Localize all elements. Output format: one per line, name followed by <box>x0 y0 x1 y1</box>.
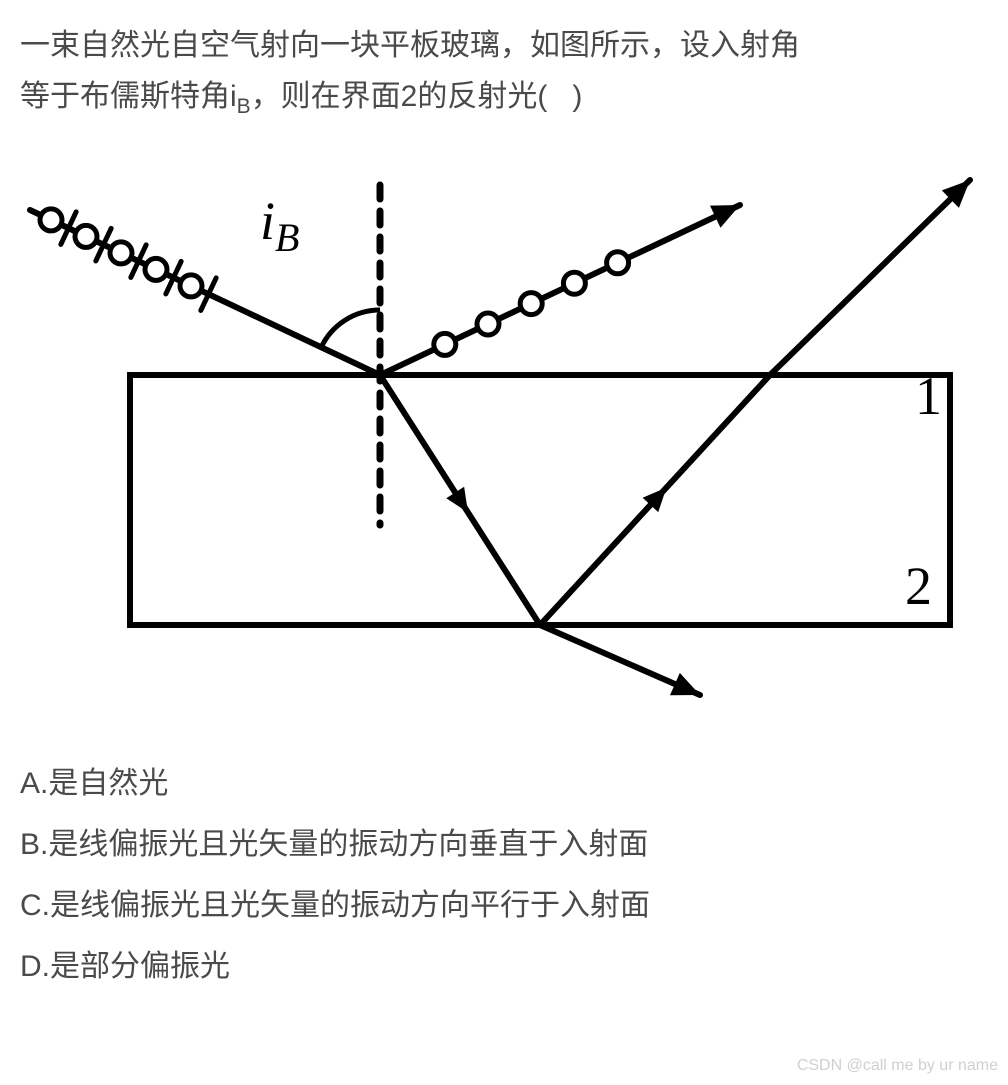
watermark: CSDN @call me by ur name <box>797 1057 998 1075</box>
surface-1-label: 1 <box>915 365 942 427</box>
option-c: C.是线偏振光且光矢量的振动方向平行于入射面 <box>20 877 988 934</box>
question-line2-sub: B <box>237 95 251 118</box>
question-line1: 一束自然光自空气射向一块平板玻璃，如图所示，设入射角 <box>20 29 800 62</box>
optics-diagram: iB 1 2 <box>20 155 988 715</box>
option-b: B.是线偏振光且光矢量的振动方向垂直于入射面 <box>20 816 988 873</box>
question-line2-post: ，则在界面2的反射光( ) <box>251 80 583 113</box>
angle-label-sub: B <box>275 214 299 259</box>
option-a: A.是自然光 <box>20 755 988 812</box>
question-text: 一束自然光自空气射向一块平板玻璃，如图所示，设入射角 等于布儒斯特角iB，则在界… <box>20 20 988 125</box>
angle-label: iB <box>260 190 299 261</box>
options-list: A.是自然光 B.是线偏振光且光矢量的振动方向垂直于入射面 C.是线偏振光且光矢… <box>20 755 988 995</box>
option-d: D.是部分偏振光 <box>20 938 988 995</box>
diagram-svg <box>20 155 988 715</box>
surface-2-label: 2 <box>905 555 932 617</box>
question-line2-pre: 等于布儒斯特角i <box>20 80 237 113</box>
angle-label-main: i <box>260 191 275 251</box>
